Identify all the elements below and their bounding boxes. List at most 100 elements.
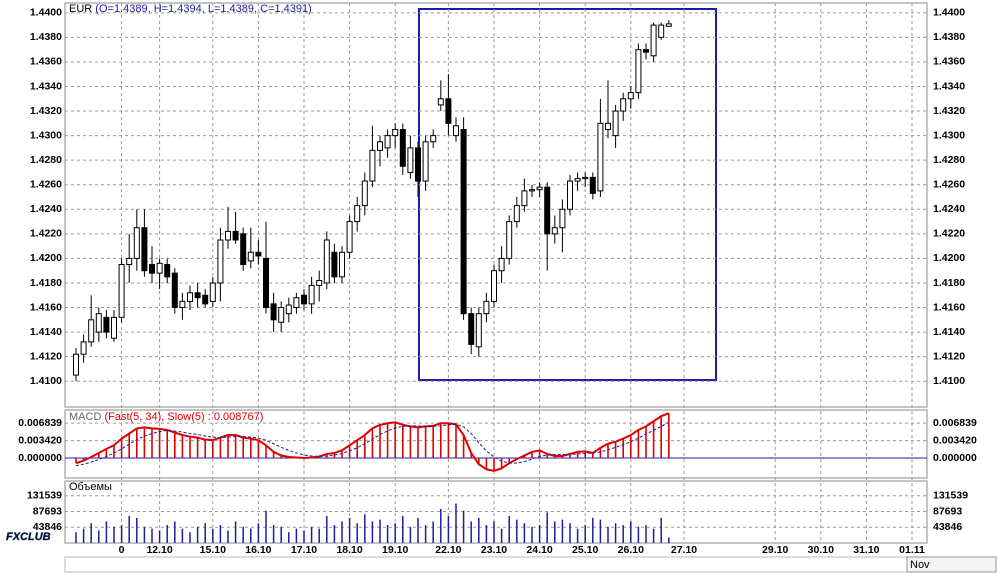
candle-body [498, 257, 505, 272]
y-tick-label: 0.003420 [18, 434, 62, 446]
candle-body [529, 189, 535, 192]
candle-body [422, 141, 429, 182]
candle-body [187, 292, 193, 302]
candle-body [301, 294, 307, 305]
y-tick-label: 1.4280 [30, 154, 62, 166]
candle-body [73, 353, 79, 376]
candle-body [430, 135, 437, 143]
candle-body [111, 316, 117, 339]
candle-body [194, 292, 201, 299]
y-tick-label: 1.4180 [30, 277, 62, 289]
candle-body [589, 176, 596, 194]
candle-body [217, 239, 224, 284]
candle-body [331, 251, 338, 278]
logo: FXCLUB [6, 531, 51, 543]
candle-body [247, 251, 254, 262]
x-tick-label: 0 [119, 544, 125, 556]
y-tick-label-right: 43846 [933, 521, 962, 533]
x-tick-label: 15.10 [200, 544, 226, 556]
x-tick-label: 12.10 [146, 544, 172, 556]
y-tick-label-right: 1.4240 [933, 203, 965, 215]
candle-body [650, 24, 657, 57]
scrollbar [64, 556, 908, 573]
candle-body [658, 24, 665, 38]
y-tick-label-right: 0.006839 [933, 417, 977, 429]
x-tick-label: 01.11 [899, 544, 925, 556]
y-tick-label-right: 1.4220 [933, 228, 965, 240]
candle-body [582, 176, 589, 180]
y-tick-label: 1.4120 [30, 350, 62, 362]
candle-body [95, 313, 102, 333]
candle-body [293, 297, 300, 309]
y-tick-label: 1.4240 [30, 203, 62, 215]
x-tick-label: 30.10 [808, 544, 834, 556]
panel-label: EUR (O=1.4389, H=1.4394, L=1.4389, C=1.4… [69, 3, 312, 15]
candle-body [361, 180, 368, 207]
candle-body [80, 341, 87, 355]
y-tick-label: 1.4200 [30, 252, 62, 264]
y-tick-label: 1.4300 [30, 129, 62, 141]
candle-body [179, 300, 186, 309]
y-tick-label: 1.4360 [30, 56, 62, 68]
candle-body [544, 186, 551, 235]
candle-body [605, 122, 611, 130]
candle-body [141, 227, 148, 272]
candle-body [437, 98, 444, 106]
candle-body [597, 122, 604, 192]
candle-body [255, 251, 262, 257]
y-tick-label-right: 1.4260 [933, 179, 965, 191]
candle-body [483, 300, 490, 315]
candle-body [445, 98, 452, 124]
y-tick-label-right: 1.4380 [933, 31, 965, 43]
candle-body [627, 92, 634, 100]
y-tick-label-right: 1.4140 [933, 326, 965, 338]
y-tick-label: 0.006839 [18, 417, 62, 429]
y-tick-label-right: 1.4200 [933, 252, 965, 264]
candle-body [323, 239, 330, 284]
y-tick-label-right: 1.4160 [933, 301, 965, 313]
x-tick-label: 18.10 [336, 544, 362, 556]
y-tick-label: 43846 [33, 521, 62, 533]
candle-body [149, 264, 155, 274]
candle-body [209, 282, 216, 302]
y-tick-label: 1.4140 [30, 326, 62, 338]
candle-body [612, 110, 619, 137]
candle-body [453, 125, 459, 137]
y-tick-label-right: 1.4340 [933, 80, 965, 92]
macd-panel [64, 409, 928, 479]
x-tick-label: 19.10 [382, 544, 408, 556]
candle-body [202, 294, 209, 305]
x-tick-label: 31.10 [853, 544, 879, 556]
candle-body [103, 316, 110, 333]
y-tick-label-right: 1.4360 [933, 56, 965, 68]
symbol: EUR [69, 3, 92, 15]
candle-body [407, 147, 414, 173]
candle-body [559, 208, 566, 229]
y-tick-label: 1.4260 [30, 179, 62, 191]
y-tick-label: 1.4320 [30, 105, 62, 117]
x-tick-label: 27.10 [671, 544, 697, 556]
y-tick-label-right: 1.4120 [933, 350, 965, 362]
signal-line [75, 421, 670, 467]
y-tick-label: 87693 [33, 505, 62, 517]
candle-body [665, 23, 672, 27]
y-tick-label-right: 1.4180 [933, 277, 965, 289]
candle-body [506, 221, 513, 259]
y-tick-label-right: 1.4400 [933, 7, 965, 19]
candle-body [232, 230, 239, 241]
candle-body [377, 141, 383, 151]
volume-panel [64, 480, 928, 544]
y-tick-label-right: 1.4280 [933, 154, 965, 166]
highlight-box [418, 8, 717, 381]
x-tick-label: 26.10 [618, 544, 644, 556]
candle-body [415, 147, 421, 182]
candle-body [278, 307, 285, 323]
y-tick-label-right: 87693 [933, 505, 962, 517]
candle-body [392, 128, 399, 137]
x-tick-label: 25.10 [572, 544, 598, 556]
y-tick-label-right: 131539 [933, 490, 968, 502]
y-tick-label: 1.4380 [30, 31, 62, 43]
candle-body [118, 264, 125, 318]
candle-body [308, 284, 315, 305]
